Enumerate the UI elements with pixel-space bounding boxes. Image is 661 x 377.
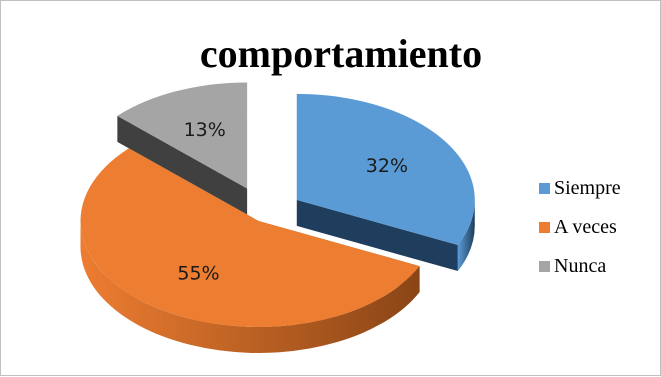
legend-label-siempre: Siempre: [554, 176, 621, 199]
pie-slice-siempre: [296, 93, 475, 246]
legend-item-nunca: Nunca: [539, 255, 621, 277]
legend: Siempre A veces Nunca: [539, 177, 621, 294]
pie-slice-a-veces: [80, 148, 420, 327]
pie-side-siempre-1: [296, 199, 458, 272]
pie-wall-a-veces-0: [80, 220, 420, 353]
chart-title: comportamiento: [199, 31, 483, 76]
pie-wall-siempre-0: [457, 199, 475, 272]
legend-swatch-siempre: [539, 182, 550, 194]
legend-label-nunca: Nunca: [554, 254, 607, 277]
legend-swatch-a-veces: [539, 221, 550, 233]
legend-swatch-nunca: [539, 260, 550, 272]
data-label-a-veces: 55%: [177, 263, 219, 285]
legend-label-a-veces: A veces: [554, 215, 617, 238]
data-label-siempre: 32%: [366, 155, 408, 177]
pie-side-nunca-0: [117, 115, 248, 215]
legend-item-siempre: Siempre: [539, 177, 621, 199]
data-label-nunca: 13%: [184, 119, 226, 141]
legend-item-a-veces: A veces: [539, 216, 621, 238]
pie-slice-nunca: [117, 82, 248, 189]
